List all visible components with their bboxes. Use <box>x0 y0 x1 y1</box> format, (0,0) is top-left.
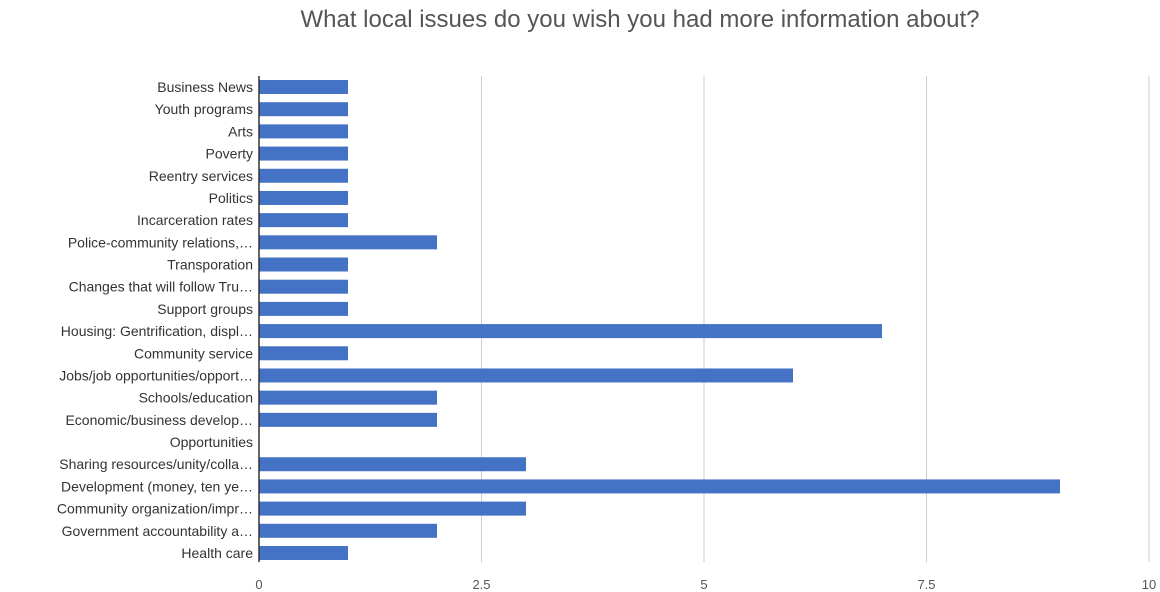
category-label: Opportunities <box>170 434 253 450</box>
category-label: Youth programs <box>155 101 253 117</box>
bar <box>259 124 348 139</box>
bar <box>259 390 437 405</box>
bar <box>259 368 793 383</box>
x-tick-label: 5 <box>700 577 707 592</box>
category-label: Development (money, ten ye… <box>61 478 253 494</box>
category-label: Sharing resources/unity/colla… <box>59 456 253 472</box>
category-label: Arts <box>228 123 253 139</box>
bar <box>259 168 348 183</box>
category-label: Business News <box>157 79 253 95</box>
category-label: Support groups <box>157 301 253 317</box>
category-label: Reentry services <box>149 168 253 184</box>
bar <box>259 146 348 161</box>
bar <box>259 545 348 560</box>
bar <box>259 190 348 205</box>
category-label: Changes that will follow Tru… <box>69 279 253 295</box>
bar <box>259 501 526 516</box>
bar <box>259 324 882 339</box>
category-label: Jobs/job opportunities/opport… <box>59 367 253 383</box>
bar <box>259 80 348 94</box>
category-label: Incarceration rates <box>137 212 253 228</box>
bar <box>259 213 348 228</box>
category-label: Poverty <box>206 146 253 162</box>
chart-title: What local issues do you wish you had mo… <box>300 6 980 33</box>
bar <box>259 279 348 294</box>
category-label: Schools/education <box>139 390 253 406</box>
bar <box>259 412 437 427</box>
category-label: Government accountability a… <box>62 523 253 539</box>
bar <box>259 235 437 250</box>
bar <box>259 257 348 272</box>
bar <box>259 457 526 472</box>
category-label: Police-community relations,… <box>68 234 253 250</box>
bar <box>259 346 348 361</box>
category-label: Community service <box>134 345 253 361</box>
bar <box>259 523 437 538</box>
bar <box>259 301 348 316</box>
category-label: Community organization/impr… <box>57 501 253 517</box>
category-label: Health care <box>181 545 253 561</box>
category-label: Transporation <box>167 257 253 273</box>
bar <box>259 102 348 117</box>
bar <box>259 479 1060 494</box>
bars <box>259 80 1060 560</box>
category-label: Politics <box>209 190 253 206</box>
x-tick-label: 2.5 <box>472 577 490 592</box>
category-label: Housing: Gentrification, displ… <box>61 323 253 339</box>
x-tick-label: 7.5 <box>917 577 935 592</box>
category-labels: Business News Youth programs Arts Poverty Re… <box>57 79 253 561</box>
category-label: Economic/business develop… <box>65 412 253 428</box>
x-tick-label: 10 <box>1142 577 1156 592</box>
tick-labels: 0 2.5 5 7.5 10 <box>255 577 1156 592</box>
x-tick-label: 0 <box>255 577 262 592</box>
